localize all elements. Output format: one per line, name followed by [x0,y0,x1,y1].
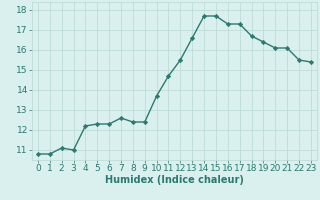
X-axis label: Humidex (Indice chaleur): Humidex (Indice chaleur) [105,175,244,185]
